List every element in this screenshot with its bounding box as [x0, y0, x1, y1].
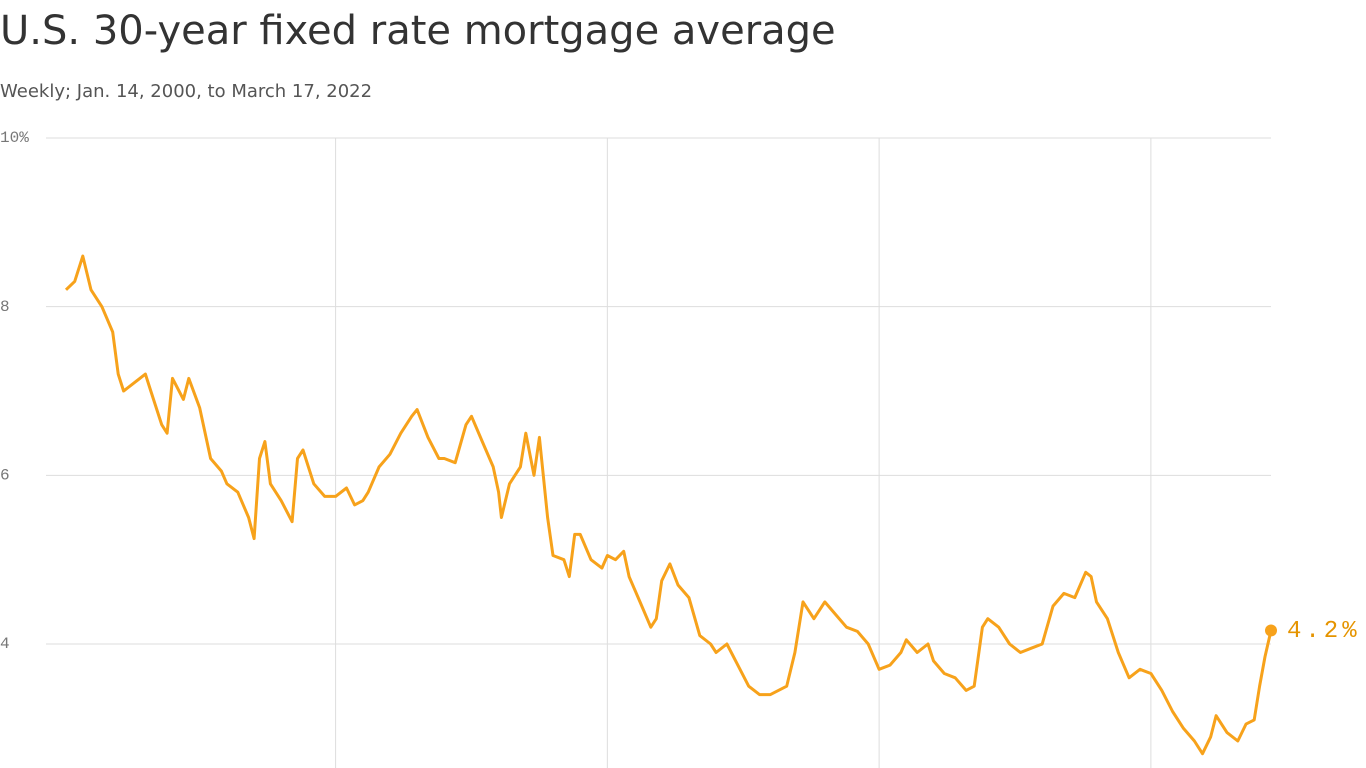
end-point [1265, 624, 1277, 637]
y-tick-label: 8 [0, 298, 10, 316]
y-tick-label: 6 [0, 467, 10, 485]
chart-subtitle: Weekly; Jan. 14, 2000, to March 17, 2022 [0, 81, 372, 102]
y-tick-label: 10% [0, 129, 29, 147]
line [64, 254, 1273, 756]
end-label: 4.2% [1287, 618, 1361, 645]
chart-title: U.S. 30-year fixed rate mortgage average [0, 8, 836, 54]
y-tick-label: 4 [0, 635, 10, 653]
